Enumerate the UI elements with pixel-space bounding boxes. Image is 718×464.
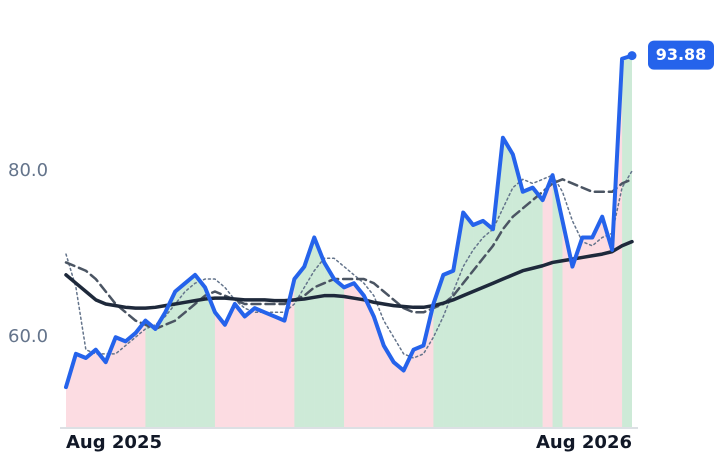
area-segment	[522, 187, 533, 427]
area-segment	[185, 274, 196, 427]
area-segment	[234, 303, 245, 427]
area-segment	[115, 337, 126, 427]
area-segment	[75, 353, 86, 427]
area-segment	[294, 266, 305, 427]
area-segment	[483, 220, 493, 427]
area-segment	[224, 303, 235, 427]
x-tick-label: Aug 2025	[66, 432, 162, 453]
area-segment	[433, 274, 444, 427]
area-segment	[125, 333, 136, 427]
area-segment	[612, 58, 623, 428]
area-segment	[622, 55, 632, 427]
area-segment	[175, 283, 186, 427]
area-segment	[205, 287, 215, 427]
area-segment	[562, 220, 573, 427]
area-segment	[502, 137, 513, 427]
area-segment	[582, 237, 593, 427]
area-segment	[95, 349, 106, 427]
area-segment	[393, 362, 404, 427]
area-segment	[304, 237, 315, 427]
value-label: 93.88	[656, 45, 707, 64]
area-segment	[463, 212, 474, 427]
area-segment	[214, 312, 225, 427]
area-segment	[602, 216, 613, 427]
area-segment	[274, 316, 285, 427]
y-tick-label: 80.0	[8, 160, 48, 181]
area-segment	[443, 270, 454, 427]
area-segment	[314, 237, 325, 427]
area-segment	[413, 345, 424, 427]
x-tick-label: Aug 2026	[536, 432, 632, 453]
area-segment	[85, 349, 96, 427]
area-segment	[512, 154, 523, 427]
area-segment	[165, 291, 176, 427]
last-point	[627, 51, 637, 61]
area-segment	[344, 283, 354, 427]
area-segment	[135, 320, 146, 427]
area-segment	[195, 274, 206, 427]
area-segment	[552, 175, 563, 427]
area-segment	[264, 312, 275, 427]
series-line	[64, 53, 634, 390]
area-segment	[334, 279, 345, 427]
area-segment	[473, 220, 484, 427]
area-segment	[155, 312, 166, 427]
area-segment	[324, 262, 335, 427]
area-segment	[66, 353, 76, 427]
area-segment	[254, 308, 265, 427]
area-segment	[532, 187, 543, 427]
area-segment	[353, 283, 364, 427]
area-segment	[592, 216, 603, 427]
series-line	[64, 239, 634, 310]
area-segment	[244, 308, 255, 427]
area-segment	[363, 295, 374, 427]
area-segment	[145, 320, 156, 427]
y-tick-label: 60.0	[8, 326, 48, 347]
area-segment	[423, 303, 434, 427]
area-segment	[572, 237, 583, 427]
area-segment	[383, 345, 394, 427]
area-segment	[542, 175, 553, 427]
value-badge	[648, 40, 714, 70]
